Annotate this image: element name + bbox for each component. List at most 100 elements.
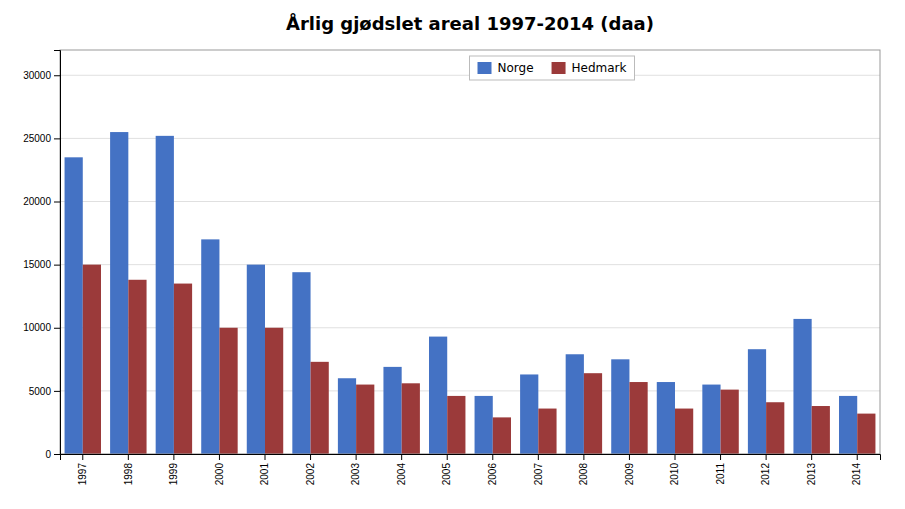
x-tick-mark [128, 454, 129, 460]
grid-line [60, 201, 880, 202]
x-tick-mark [265, 454, 266, 460]
y-tick-mark [54, 138, 60, 139]
y-tick-label: 15000 [23, 259, 51, 270]
x-tick-mark [82, 454, 83, 460]
y-axis: 0 5000 10000 15000 20000 25000 30000 [23, 51, 60, 460]
x-tick-mark [173, 454, 174, 460]
bar [219, 328, 237, 454]
bar [383, 367, 401, 454]
y-tick: 0 [45, 449, 60, 460]
y-tick-label: 10000 [23, 322, 51, 333]
legend-label: Norge [498, 61, 534, 75]
x-tick-mark [811, 454, 812, 460]
x-tick-mark [492, 454, 493, 460]
bar [766, 402, 784, 454]
x-tick: 2006 [487, 454, 498, 485]
bar [311, 362, 329, 454]
x-tick: 2012 [760, 454, 771, 485]
bar [174, 284, 192, 454]
x-tick-label: 1999 [168, 463, 179, 486]
y-tick: 25000 [23, 133, 60, 144]
bar [538, 409, 556, 454]
y-tick-mark [54, 265, 60, 266]
x-tick-label: 2004 [396, 463, 407, 486]
x-tick-label: 2000 [214, 463, 225, 486]
x-tick-label: 2010 [669, 463, 680, 486]
x-axis: 1997 1998 1999 2000 2001 2002 2003 2004 2005 2006… [61, 454, 881, 485]
bar [475, 396, 493, 454]
x-tick-mark [720, 454, 721, 460]
bar [793, 319, 811, 454]
bar [566, 354, 584, 454]
x-tick-label: 2005 [441, 463, 452, 486]
bar [493, 417, 511, 454]
x-tick-label: 2006 [487, 463, 498, 486]
bar [611, 359, 629, 454]
bar [201, 239, 219, 454]
x-tick-label: 2007 [533, 463, 544, 486]
legend: Norge Hedmark [470, 56, 635, 80]
bar [748, 349, 766, 454]
legend-swatch [552, 62, 566, 74]
y-tick: 10000 [23, 322, 60, 333]
plot-area: 0500010000150002000025000300001997199819… [23, 50, 880, 485]
legend-box [470, 56, 635, 80]
x-tick: 2000 [214, 454, 225, 485]
y-tick-mark [54, 75, 60, 76]
y-tick-label: 5000 [29, 386, 52, 397]
bar [675, 409, 693, 454]
bar [629, 382, 647, 454]
x-tick-label: 1997 [77, 463, 88, 486]
x-tick-mark [766, 454, 767, 460]
x-tick-label: 2002 [305, 463, 316, 486]
x-tick-mark [583, 454, 584, 460]
bar [702, 385, 720, 454]
y-tick: 30000 [23, 70, 60, 81]
y-axis-line [54, 51, 61, 455]
bar [520, 374, 538, 454]
y-tick-mark [54, 202, 60, 203]
x-tick-mark [401, 454, 402, 460]
x-tick: 2011 [715, 454, 726, 485]
x-tick-label: 2003 [350, 463, 361, 486]
bar [721, 390, 739, 454]
x-tick-label: 2001 [259, 463, 270, 486]
y-tick-label: 20000 [23, 196, 51, 207]
y-tick-mark [54, 391, 60, 392]
grid-line [60, 138, 880, 139]
bars [65, 132, 876, 454]
y-tick: 5000 [29, 386, 60, 397]
legend-swatch [478, 62, 492, 74]
x-tick-label: 2012 [760, 463, 771, 486]
y-tick-label: 0 [45, 449, 51, 460]
bar [156, 136, 174, 454]
bar [839, 396, 857, 454]
y-tick: 20000 [23, 196, 60, 207]
bar [402, 383, 420, 454]
bar [812, 406, 830, 454]
x-tick: 2003 [350, 454, 361, 485]
x-axis-line [61, 455, 881, 461]
x-tick-mark [675, 454, 676, 460]
legend-label: Hedmark [572, 61, 627, 75]
bar [128, 280, 146, 454]
bar [429, 337, 447, 454]
x-tick-mark [356, 454, 357, 460]
x-tick: 1999 [168, 454, 179, 485]
x-tick: 2005 [441, 454, 452, 485]
bar [83, 265, 101, 454]
x-tick-mark [447, 454, 448, 460]
x-tick-mark [538, 454, 539, 460]
y-tick: 15000 [23, 259, 60, 270]
bar [247, 265, 265, 454]
y-tick-label: 25000 [23, 133, 51, 144]
bar [857, 414, 875, 454]
bar [265, 328, 283, 454]
bar [65, 157, 83, 454]
bar [338, 378, 356, 454]
bar [657, 382, 675, 454]
x-tick-mark [857, 454, 858, 460]
x-tick-label: 2013 [806, 463, 817, 486]
x-tick: 1998 [123, 454, 134, 485]
grid-line [60, 264, 880, 265]
